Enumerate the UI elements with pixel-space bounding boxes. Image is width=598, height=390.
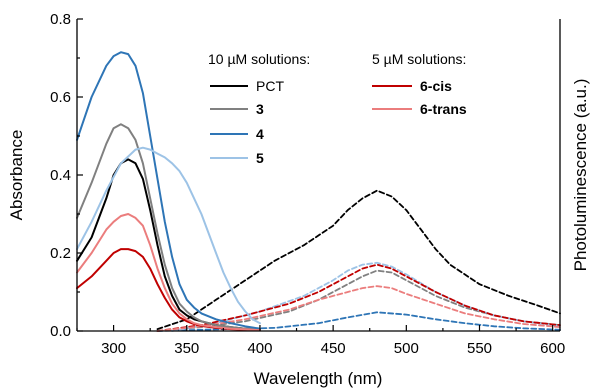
x-tick-label: 500 xyxy=(394,340,419,357)
legend-group2-title: 5 µM solutions: xyxy=(372,51,466,67)
x-tick-label: 350 xyxy=(174,340,199,357)
y-tick-label: 0.4 xyxy=(50,167,71,184)
pl-line-6-cis xyxy=(156,263,561,332)
legend-group1-title: 10 µM solutions: xyxy=(208,51,310,67)
y-tick-label: 0.0 xyxy=(50,323,71,340)
x-tick-label: 450 xyxy=(321,340,346,357)
absorbance-line-3 xyxy=(76,123,261,331)
x-tick-label: 300 xyxy=(101,340,126,357)
x-tick-label: 600 xyxy=(540,340,565,357)
absorbance-line-5 xyxy=(76,146,261,325)
y-axis-left-title: Absorbance xyxy=(7,130,26,221)
legend-label-3: 3 xyxy=(256,101,264,117)
y-axis-right-title: Photoluminescence (a.u.) xyxy=(571,79,590,272)
x-tick-label: 400 xyxy=(247,340,272,357)
plot-lines xyxy=(76,51,561,332)
x-tick-label: 550 xyxy=(467,340,492,357)
y-tick-label: 0.8 xyxy=(50,11,71,28)
legend-label-6-cis: 6-cis xyxy=(420,78,452,94)
legend-label-4: 4 xyxy=(256,126,264,142)
y-ticks: 0.0 0.2 0.4 0.6 0.8 xyxy=(50,11,83,340)
y-tick-label: 0.2 xyxy=(50,245,71,262)
legend-label-6-trans: 6-trans xyxy=(420,101,467,117)
y-tick-label: 0.6 xyxy=(50,89,71,106)
x-axis-title: Wavelength (nm) xyxy=(254,369,383,388)
pl-line-4 xyxy=(156,311,561,332)
absorbance-line-6-trans xyxy=(76,213,261,332)
legend: 10 µM solutions: 5 µM solutions: PCT 3 4… xyxy=(208,51,467,166)
absorbance-line-4 xyxy=(76,51,261,330)
axes-frame xyxy=(76,19,561,332)
legend-label-5: 5 xyxy=(256,150,264,166)
x-ticks: 300 350 400 450 500 550 600 xyxy=(76,325,565,357)
pl-line-6-trans xyxy=(156,285,561,332)
pl-line-PCT xyxy=(156,189,561,330)
legend-label-pct: PCT xyxy=(256,78,284,94)
